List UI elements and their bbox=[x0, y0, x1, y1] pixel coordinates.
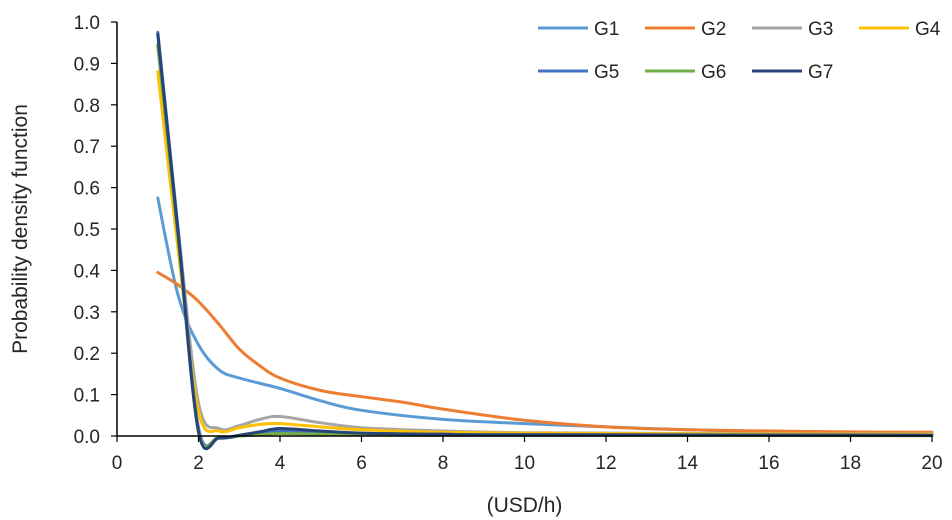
x-tick-label: 0 bbox=[112, 453, 123, 474]
y-tick-label: 0.6 bbox=[74, 179, 100, 200]
y-axis-title: Probability density function bbox=[9, 104, 32, 354]
y-tick-label: 0.0 bbox=[74, 427, 100, 448]
legend-item-g3: G3 bbox=[752, 19, 833, 40]
series-line-g7 bbox=[156, 32, 934, 451]
x-axis-ticks: 0 2 4 6 8 10 12 14 16 18 20 bbox=[112, 436, 943, 474]
x-tick-label: 18 bbox=[840, 453, 861, 474]
legend-item-g7: G7 bbox=[752, 62, 833, 83]
x-tick-label: 20 bbox=[921, 453, 942, 474]
y-tick-label: 1.0 bbox=[74, 13, 100, 34]
y-tick-label: 0.2 bbox=[74, 344, 100, 365]
legend-label: G6 bbox=[701, 62, 726, 83]
y-tick-label: 0.1 bbox=[74, 386, 100, 407]
x-tick-label: 2 bbox=[193, 453, 204, 474]
x-tick-label: 10 bbox=[514, 453, 535, 474]
y-tick-label: 0.9 bbox=[74, 54, 100, 75]
x-tick-label: 12 bbox=[595, 453, 616, 474]
x-tick-label: 16 bbox=[758, 453, 779, 474]
legend-label: G2 bbox=[701, 19, 726, 40]
legend-label: G4 bbox=[915, 19, 941, 40]
axes bbox=[116, 22, 932, 437]
legend-item-g5: G5 bbox=[538, 62, 619, 83]
plot-area bbox=[156, 30, 934, 451]
y-tick-label: 0.3 bbox=[74, 303, 100, 324]
series-line-g2 bbox=[156, 271, 934, 434]
legend-item-g2: G2 bbox=[645, 19, 726, 40]
y-tick-label: 0.7 bbox=[74, 137, 100, 158]
series-line-g4 bbox=[156, 70, 934, 436]
y-tick-label: 0.5 bbox=[74, 220, 100, 241]
legend-item-g6: G6 bbox=[645, 62, 726, 83]
y-axis-ticks: 0.0 0.1 0.2 0.3 0.4 0.5 0.6 0.7 0.8 0.9 1.0 bbox=[74, 13, 117, 448]
series-line-g1 bbox=[156, 196, 934, 435]
series-line-g5 bbox=[156, 30, 934, 448]
x-tick-label: 8 bbox=[438, 453, 449, 474]
legend-label: G5 bbox=[594, 62, 619, 83]
x-tick-label: 6 bbox=[356, 453, 367, 474]
x-tick-label: 14 bbox=[677, 453, 699, 474]
y-tick-label: 0.8 bbox=[74, 96, 100, 117]
legend-label: G1 bbox=[594, 19, 619, 40]
legend-item-g4: G4 bbox=[859, 19, 941, 40]
x-tick-label: 4 bbox=[275, 453, 286, 474]
x-axis-title: (USD/h) bbox=[487, 494, 563, 517]
legend: G1 G2 G3 G4 G5 G6 G7 bbox=[538, 19, 941, 83]
legend-label: G7 bbox=[808, 62, 833, 83]
legend-label: G3 bbox=[808, 19, 833, 40]
legend-item-g1: G1 bbox=[538, 19, 619, 40]
y-tick-label: 0.4 bbox=[74, 261, 101, 282]
